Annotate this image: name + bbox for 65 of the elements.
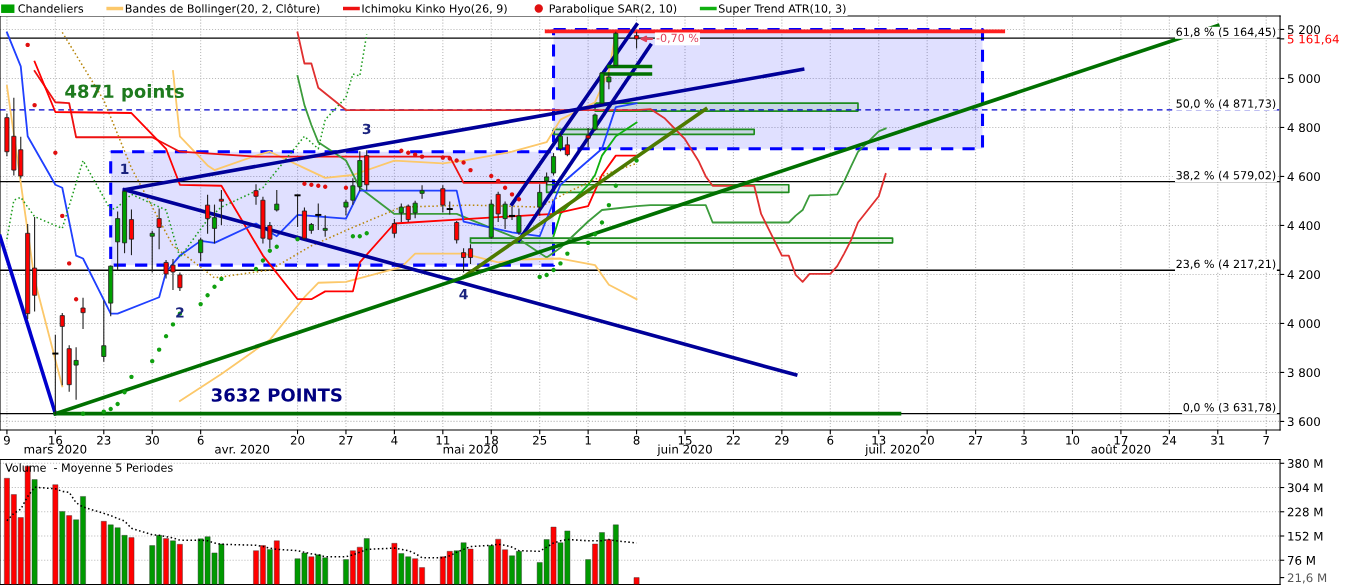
- x-tick-label: 20: [290, 435, 305, 445]
- x-tick-label: 23: [97, 435, 111, 445]
- x-tick-label: 15: [678, 435, 692, 445]
- y-tick-label: 4 600: [1287, 172, 1320, 182]
- y-tick-label: 76 M: [1287, 555, 1315, 565]
- x-tick-label: 6: [827, 435, 834, 445]
- ref-line-label: 50,0 % (4 871,73): [1176, 99, 1276, 110]
- x-tick-label: 9: [3, 435, 10, 445]
- y-tick-label: 3 600: [1287, 417, 1320, 427]
- x-tick-label: 27: [968, 435, 983, 445]
- y-tick-label: 152 M: [1288, 531, 1323, 541]
- y-tick-label: 3 800: [1287, 368, 1320, 378]
- x-tick-label: 16: [49, 435, 63, 445]
- annotation: 1: [121, 163, 129, 174]
- chart-title: Volume - Moyenne 5 Periodes: [5, 463, 173, 474]
- x2-tick-label: mai 2020: [443, 444, 498, 454]
- y-tick-label: 5 161,64: [1287, 34, 1339, 45]
- y-tick-label: 228 M: [1287, 507, 1323, 517]
- legend-label: Parabolique SAR(2, 10): [549, 4, 677, 15]
- x-tick-label: 22: [726, 435, 740, 445]
- legend-label: Bandes de Bollinger(20, 2, Clôture): [125, 3, 320, 15]
- x-tick-label: 31: [1211, 435, 1225, 445]
- x-tick-label: 27: [339, 435, 353, 445]
- y-tick-label: 4 200: [1287, 270, 1320, 280]
- x-tick-label: 1: [585, 435, 591, 445]
- x2-tick-label: avr. 2020: [215, 444, 270, 454]
- annotation: -0,70 %: [656, 33, 699, 44]
- annotation: 2: [176, 307, 184, 318]
- x-tick-label: 18: [485, 435, 498, 445]
- x2-tick-label: août 2020: [1091, 444, 1151, 454]
- ref-line-label: 0,0 % (3 631,78): [1183, 402, 1276, 413]
- x-tick-label: 4: [391, 435, 398, 445]
- x2-tick-label: juin 2020: [657, 444, 712, 456]
- x2-tick-label: juil. 2020: [864, 444, 920, 456]
- y-tick-label: 4 000: [1287, 319, 1320, 329]
- y-tick-label: 380 M: [1287, 459, 1323, 468]
- x-tick-label: 8: [633, 435, 640, 445]
- y-tick-label: 4 800: [1287, 123, 1320, 133]
- y-tick-label: 5 200: [1287, 25, 1320, 35]
- y-tick-label: 21,6 M: [1287, 573, 1327, 584]
- x-tick-label: 17: [1114, 435, 1128, 445]
- x-tick-label: 30: [145, 435, 159, 445]
- x-tick-label: 10: [1066, 435, 1080, 445]
- ref-line-label: 61,8 % (5 164,45): [1176, 27, 1276, 38]
- y-tick-label: 4 400: [1287, 221, 1320, 231]
- x2-tick-label: mars 2020: [24, 444, 87, 454]
- y-tick-label: 304 M: [1287, 483, 1323, 493]
- legend-label: Chandeliers: [18, 4, 84, 13]
- x-tick-label: 6: [197, 435, 204, 445]
- y-tick-label: 5 000: [1287, 74, 1320, 84]
- ref-line-label: 23,6 % (4 217,21): [1176, 259, 1276, 270]
- x-tick-label: 7: [1263, 435, 1269, 445]
- x-tick-label: 29: [775, 435, 789, 445]
- annotation: 3: [362, 123, 371, 135]
- ref-line-label: 38,2 % (4 579,02): [1176, 170, 1276, 181]
- x-tick-label: 11: [436, 435, 450, 445]
- x-tick-label: 20: [920, 435, 934, 445]
- annotation: 3632 POINTS: [211, 388, 342, 402]
- x-tick-label: 24: [1162, 435, 1177, 445]
- x-tick-label: 13: [872, 435, 886, 445]
- annotation: 4: [459, 289, 468, 300]
- legend-label: Ichimoku Kinko Hyo(26, 9): [362, 4, 507, 15]
- x-tick-label: 25: [533, 435, 547, 445]
- x-tick-label: 3: [1021, 435, 1027, 445]
- legend-label: Super Trend ATR(10, 3): [718, 4, 846, 15]
